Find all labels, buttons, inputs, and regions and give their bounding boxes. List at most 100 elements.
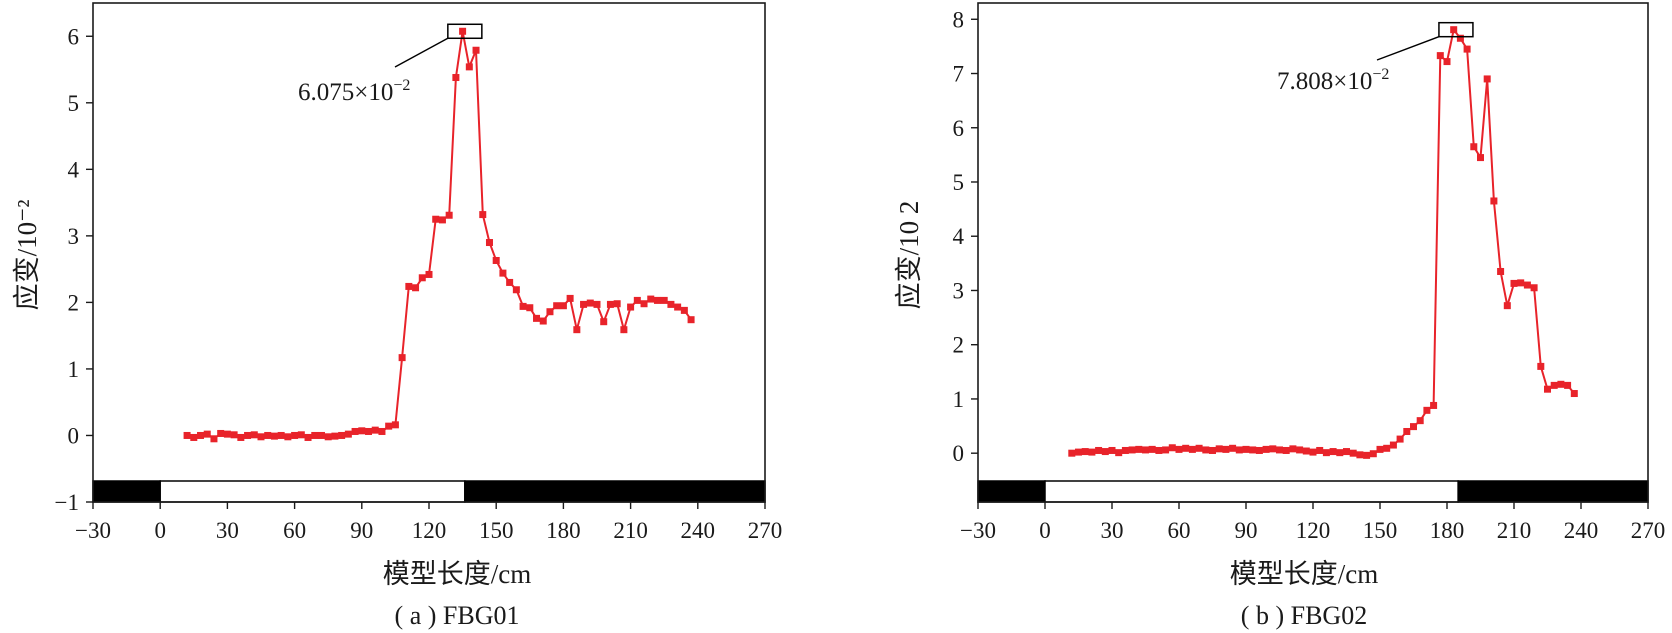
data-point [519,302,527,310]
x-tick-label: 90 [1235,518,1258,543]
peak-label: 6.075×10−2 [298,77,410,106]
data-point [559,302,567,310]
data-point [1088,448,1096,456]
data-point [640,300,648,308]
data-point [606,300,614,308]
data-point [1530,284,1538,292]
data-point [197,431,205,439]
data-point [1081,448,1089,456]
data-point [1142,446,1149,454]
data-point [580,300,588,308]
data-point [593,300,601,308]
data-point [1235,446,1243,454]
data-point [277,431,285,439]
data-point [304,433,312,441]
data-point [391,421,399,429]
data-point [1128,446,1136,454]
x-tick-label: 180 [1430,518,1465,543]
data-point [526,304,534,312]
data-point [1356,451,1364,459]
chart-panel-a: −30 0 30 60 90 120 150 180 210 240 270 −1 0 1 2 3 4 5 6 6.… [12,2,783,630]
data-point [1255,446,1263,454]
data-point [230,431,238,439]
data-point [432,215,440,223]
data-series [183,27,695,443]
data-point [297,431,305,439]
model-strip-solid [464,480,766,503]
panel-caption: ( a ) FBG01 [395,601,520,630]
data-point [1450,26,1458,34]
peak-label-exponent: −2 [393,77,410,94]
data-point [1121,446,1129,454]
data-point [1396,435,1404,443]
data-point [1436,52,1444,60]
x-tick-label: 210 [613,518,648,543]
data-point [1242,445,1250,453]
data-point [627,303,635,311]
data-point [1155,446,1163,454]
axis-ticks: −30 0 30 60 90 120 150 180 210 240 270 0 1 2 3 4 5 6 7 8 [953,7,1666,543]
peak-box [1438,21,1474,38]
data-point [1430,401,1438,409]
y-tick-label: 2 [953,333,965,358]
model-strip [92,480,766,503]
data-point [452,74,460,82]
data-point [533,314,541,322]
data-point [459,27,467,35]
y-tick-label: 3 [68,224,80,249]
data-point [1269,445,1277,453]
data-point [1229,444,1237,452]
data-point [506,278,514,286]
y-tick-label: 3 [953,278,965,303]
data-point [546,308,554,316]
data-point [674,303,682,311]
data-point [311,431,319,439]
y-tick-label: 1 [68,357,80,382]
data-point [687,316,695,324]
data-point [1289,445,1297,453]
data-point [1262,445,1270,453]
x-tick-label: 150 [1363,518,1398,543]
y-tick-label: 5 [953,170,965,195]
data-point [1195,444,1203,452]
x-tick-label: 270 [748,518,783,543]
data-point [1302,447,1310,455]
data-point [1316,446,1324,454]
data-point [620,326,628,334]
data-point [1336,449,1344,457]
data-point [1343,448,1350,456]
data-point [284,433,292,441]
data-point [244,431,252,439]
data-point [445,211,453,219]
x-tick-label: 30 [1101,518,1124,543]
peak-label-exponent: −2 [1372,66,1389,83]
data-point [485,239,493,247]
data-point [1108,446,1116,454]
data-point [217,429,225,437]
axis-ticks: −30 0 30 60 90 120 150 180 210 240 270 −1 0 1 2 3 4 5 6 [55,24,783,543]
data-point [398,354,406,362]
data-point [600,318,608,326]
data-point [1389,441,1397,449]
data-point [1383,444,1391,452]
y-tick-label: 7 [953,62,965,87]
y-tick-label: 0 [68,423,80,448]
data-point [1463,45,1471,53]
x-tick-label: 60 [283,518,306,543]
data-point [1282,446,1290,454]
data-point [512,286,520,294]
data-point [1410,423,1417,431]
data-point [1182,444,1190,452]
y-tick-label: 4 [953,224,965,249]
data-point [1423,406,1431,414]
data-point [324,433,332,441]
data-point [1403,427,1411,435]
data-point [1135,445,1143,453]
data-point [378,427,386,435]
data-point [667,300,675,308]
data-point [1222,445,1230,453]
data-point [1376,445,1384,453]
data-point [492,256,500,264]
data-point [1557,380,1565,388]
x-tick-label: 0 [154,518,166,543]
